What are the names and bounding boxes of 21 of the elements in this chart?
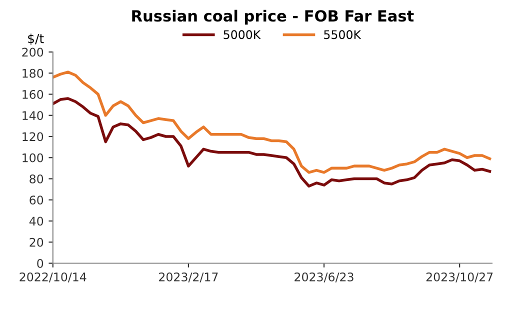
legend-label: 5000K	[224, 30, 261, 40]
x-tick-label: 2023/2/17	[159, 272, 218, 282]
y-tick-label: 80	[30, 174, 44, 184]
chart-title: Russian coal price - FOB Far East	[132, 10, 414, 25]
y-tick-label: 40	[29, 216, 44, 226]
x-tick-label: 2022/10/14	[20, 272, 86, 282]
y-tick-label: 20	[30, 238, 44, 247]
y-tick-label: 120	[22, 132, 44, 142]
y-tick-label: 60	[30, 196, 44, 205]
x-tick-label: 2023/6/23	[294, 272, 354, 282]
line-series	[52, 70, 492, 174]
y-tick-label: 180	[22, 68, 44, 78]
line-series	[52, 97, 492, 188]
y-tick-label: 100	[22, 153, 44, 162]
legend-label: 5500K	[324, 30, 362, 40]
y-tick-label: 200	[22, 48, 44, 57]
y-tick-label: 140	[22, 111, 44, 120]
y-tick-label: 0	[37, 258, 44, 268]
x-tick-label: 2023/10/27	[426, 272, 493, 282]
y-axis-title: $/t	[28, 34, 44, 45]
y-tick-label: 160	[22, 90, 44, 99]
